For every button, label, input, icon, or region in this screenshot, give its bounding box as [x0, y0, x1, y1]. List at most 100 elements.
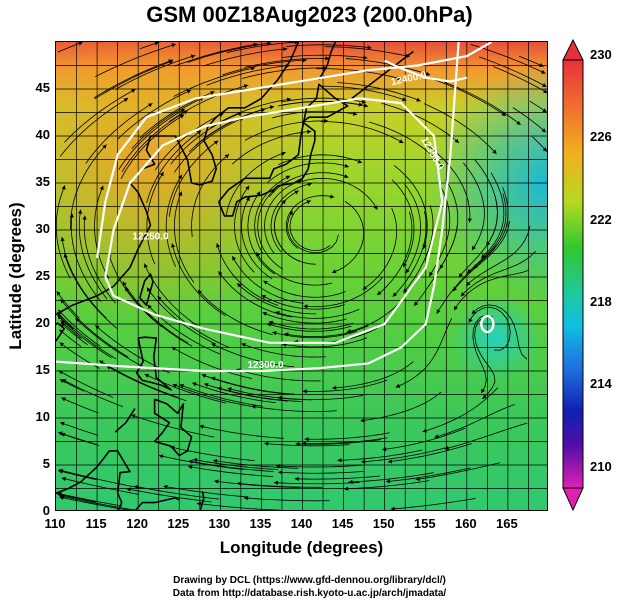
- chart-title: GSM 00Z18Aug2023 (200.0hPa): [146, 2, 473, 27]
- streamline-arrow: [171, 346, 176, 351]
- streamline-arrow: [277, 395, 282, 401]
- streamline: [85, 103, 153, 164]
- streamline-arrow: [261, 295, 267, 299]
- streamline-arrow: [130, 89, 136, 93]
- streamline: [278, 471, 364, 474]
- streamline: [348, 472, 434, 483]
- streamline: [236, 283, 317, 315]
- streamline-arrow: [262, 311, 267, 316]
- streamline-arrow: [186, 89, 192, 94]
- streamline-arrow: [256, 252, 261, 257]
- y-tick-label: 5: [42, 456, 50, 471]
- streamline-arrow: [59, 342, 65, 347]
- streamline-arrow: [363, 103, 369, 108]
- streamline-arrow: [304, 437, 309, 442]
- streamline-arrow: [454, 138, 460, 143]
- streamline-arrow: [58, 431, 63, 436]
- streamline-arrow: [422, 428, 427, 433]
- streamline: [213, 460, 299, 469]
- streamline: [108, 252, 163, 328]
- y-axis-label: Latitude (degrees): [6, 202, 25, 350]
- streamline: [170, 112, 243, 165]
- colorbar-min-arrow: [562, 487, 584, 512]
- streamline-arrow: [492, 149, 497, 155]
- streamline: [171, 243, 226, 317]
- streamline: [146, 130, 202, 204]
- streamline-arrow: [204, 382, 209, 388]
- streamline: [172, 383, 256, 408]
- coastline: [318, 42, 337, 81]
- streamline: [395, 318, 453, 388]
- streamline: [163, 485, 249, 498]
- streamline: [281, 54, 368, 59]
- streamline-arrow: [99, 185, 104, 191]
- streamline: [434, 404, 515, 438]
- streamline: [266, 323, 352, 332]
- streamline-arrow: [392, 292, 398, 297]
- streamline: [381, 102, 460, 144]
- streamline: [210, 377, 296, 395]
- streamline: [444, 422, 528, 450]
- contour-label: 12300.0: [247, 360, 284, 371]
- coastline: [153, 398, 193, 457]
- streamline: [302, 379, 388, 392]
- streamline-arrow: [157, 296, 162, 301]
- streamline-arrow: [215, 243, 221, 248]
- y-tick-label: 45: [35, 80, 50, 95]
- streamline: [404, 183, 421, 274]
- streamline-arrow: [275, 311, 280, 316]
- y-tick-label: 15: [35, 362, 50, 377]
- streamline-arrow: [196, 130, 202, 135]
- streamline: [294, 475, 381, 480]
- streamline-arrow: [395, 383, 401, 388]
- streamline-arrow: [276, 463, 281, 469]
- streamline-arrow: [61, 185, 66, 190]
- streamline: [282, 337, 367, 348]
- streamline: [187, 42, 272, 63]
- streamline-arrow: [357, 159, 363, 164]
- streamline-arrow: [398, 139, 404, 143]
- streamline: [59, 97, 129, 157]
- streamline: [94, 324, 170, 374]
- height-contours: [56, 42, 495, 373]
- streamline: [170, 446, 255, 462]
- streamline: [70, 213, 102, 302]
- coastlines: [56, 42, 414, 510]
- streamline-arrow: [468, 318, 473, 323]
- streamline: [144, 373, 227, 404]
- streamline-arrow: [302, 389, 307, 394]
- streamline: [158, 455, 244, 470]
- streamline-arrow: [124, 287, 130, 292]
- colorbar-tick-label: 230: [590, 47, 612, 62]
- streamline-arrow: [69, 213, 74, 218]
- streamline: [268, 172, 349, 198]
- streamline-arrow: [414, 301, 419, 306]
- streamline-arrow: [386, 479, 391, 484]
- colorbar-tick-label: 226: [590, 129, 612, 145]
- streamline-arrow: [453, 305, 458, 311]
- streamline-arrow: [307, 129, 312, 134]
- streamline: [423, 103, 497, 155]
- streamline-arrow: [358, 102, 363, 107]
- streamline-arrow: [143, 263, 148, 268]
- streamline: [226, 42, 299, 54]
- streamline: [94, 60, 174, 100]
- streamline-arrow: [245, 185, 250, 191]
- streamline-arrow: [283, 46, 288, 52]
- streamline-arrow: [158, 454, 164, 459]
- streamline-arrow: [58, 370, 64, 375]
- streamline: [468, 306, 511, 351]
- streamline-arrow: [360, 418, 365, 423]
- streamline: [244, 58, 330, 68]
- streamline-arrow: [59, 379, 65, 384]
- streamline: [58, 431, 97, 445]
- streamline-arrow: [253, 42, 258, 47]
- streamline-arrow: [179, 384, 185, 389]
- streamline-arrow: [429, 271, 434, 277]
- streamline: [59, 329, 82, 347]
- contour-label: 12250.0: [132, 231, 169, 242]
- streamline: [392, 210, 427, 297]
- streamline-arrow: [224, 154, 230, 159]
- streamline: [58, 470, 97, 481]
